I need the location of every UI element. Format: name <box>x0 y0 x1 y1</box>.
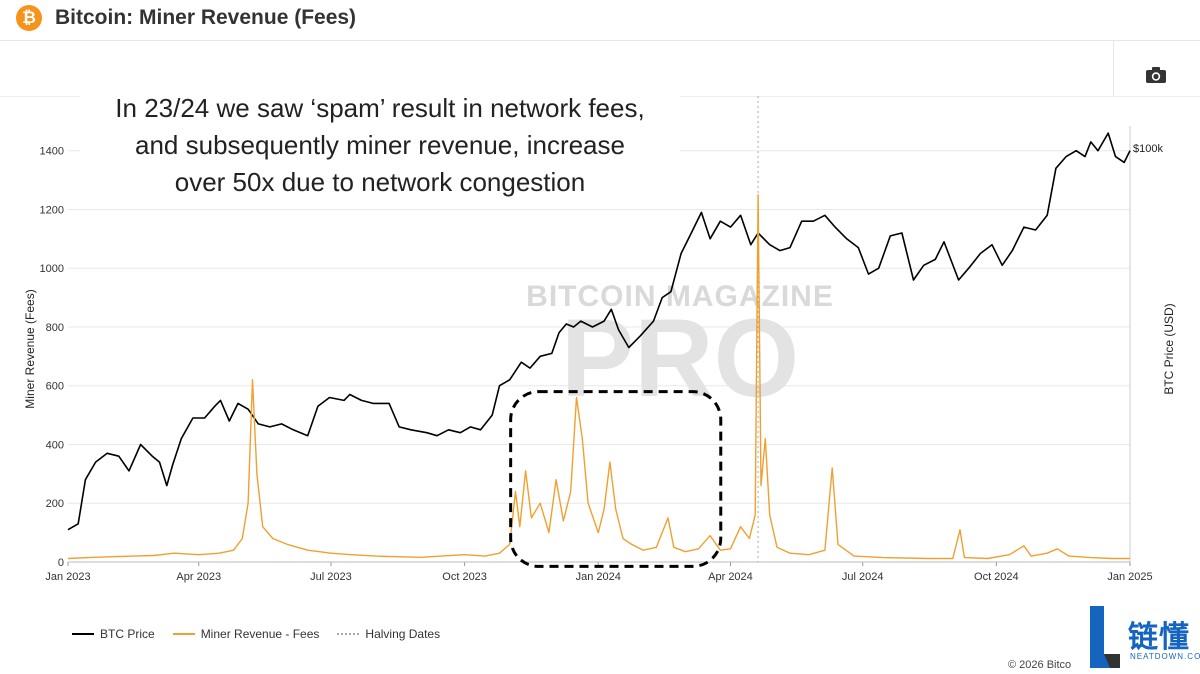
x-tick-label: Apr 2024 <box>708 571 753 583</box>
x-tick-label: Oct 2024 <box>974 571 1019 583</box>
y-tick-label: 1200 <box>40 204 64 216</box>
legend-label: Halving Dates <box>365 627 441 641</box>
y-tick-label: 1000 <box>40 263 64 275</box>
page-title: Bitcoin: Miner Revenue (Fees) <box>55 6 357 29</box>
legend-swatch <box>337 633 360 635</box>
y-tick-label: 1400 <box>40 146 64 158</box>
highlight-box <box>509 390 723 568</box>
annotation-line: and subsequently miner revenue, increase <box>135 130 625 160</box>
copyright-text: © 2026 Bitco <box>1008 659 1072 671</box>
btc-price-line <box>67 132 1131 531</box>
y-tick-label: 600 <box>46 381 64 393</box>
miner-fees-line <box>67 194 1130 560</box>
y-tick-label: 200 <box>46 498 64 510</box>
x-tick-label: Oct 2023 <box>442 571 487 583</box>
camera-icon[interactable] <box>1145 66 1167 84</box>
annotation-text: In 23/24 we saw ‘spam’ result in network… <box>80 90 680 201</box>
annotation-line: over 50x due to network congestion <box>174 167 586 197</box>
x-tick-label: Jan 2023 <box>45 571 90 583</box>
y-tick-label: 800 <box>46 322 64 334</box>
chart-legend: BTC Price Miner Revenue - Fees Halving D… <box>72 627 440 641</box>
legend-label: BTC Price <box>100 627 155 641</box>
corner-logo: 链懂 NEATDOWN.COM <box>1088 604 1200 670</box>
toolbar-divider <box>1113 41 1114 96</box>
legend-item-miner-fees[interactable]: Miner Revenue - Fees <box>172 627 320 641</box>
right-tick-label: $100k <box>1133 143 1163 155</box>
x-tick-label: Jul 2024 <box>842 571 884 583</box>
legend-item-halving-dates[interactable]: Halving Dates <box>337 627 440 641</box>
y-tick-label: 400 <box>46 439 64 451</box>
annotation-line: In 23/24 we saw ‘spam’ result in network… <box>115 93 645 123</box>
x-tick-label: Jul 2023 <box>310 571 352 583</box>
corner-logo-text: 链懂 <box>1128 621 1190 654</box>
x-tick-label: Jan 2024 <box>576 571 621 583</box>
legend-label: Miner Revenue - Fees <box>200 627 320 641</box>
watermark-line: PRO <box>561 297 799 420</box>
legend-swatch <box>172 633 195 635</box>
y-axis-label: Miner Revenue (Fees) <box>23 289 37 408</box>
bitcoin-logo-icon: ₿ <box>16 5 42 31</box>
x-tick-label: Apr 2023 <box>176 571 221 583</box>
y-axis-label-right: BTC Price (USD) <box>1162 303 1176 394</box>
legend-swatch <box>72 633 94 635</box>
watermark-line: BITCOIN MAGAZINE <box>526 280 834 313</box>
corner-logo-mark <box>1090 606 1120 668</box>
chart-area: 0 200 400 600 800 1000 1200 1400 Jan 2023 Apr 202… <box>23 96 1176 583</box>
x-tick-label: Jan 2025 <box>1107 571 1152 583</box>
y-tick-label: 0 <box>58 557 64 569</box>
corner-logo-subtext: NEATDOWN.COM <box>1130 652 1200 661</box>
header-bar: ₿ Bitcoin: Miner Revenue (Fees) <box>0 0 1200 41</box>
legend-item-btc-price[interactable]: BTC Price <box>72 627 155 641</box>
toolbar <box>0 41 1200 97</box>
